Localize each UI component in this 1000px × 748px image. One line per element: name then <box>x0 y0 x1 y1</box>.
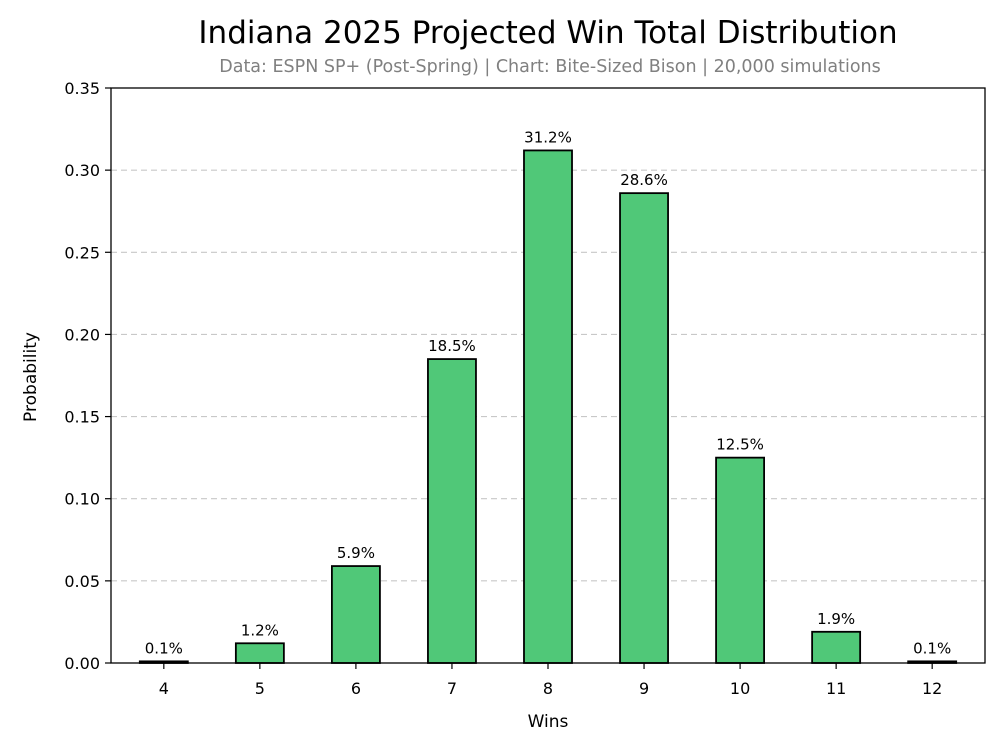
y-axis-label: Probability <box>21 332 41 422</box>
bar-5-wins <box>234 642 285 664</box>
y-tick-label: 0.00 <box>64 654 100 673</box>
bar-6-wins <box>331 565 381 664</box>
x-tick-label: 7 <box>447 679 457 698</box>
bar-value-label: 0.1% <box>145 639 183 657</box>
x-tick-label: 6 <box>351 679 361 698</box>
bar-value-label: 18.5% <box>428 337 476 355</box>
y-tick-label: 0.15 <box>64 408 100 427</box>
x-tick-label: 4 <box>159 679 169 698</box>
y-tick-label: 0.20 <box>64 325 100 344</box>
bar-value-label: 12.5% <box>716 436 764 454</box>
bar-value-label: 1.2% <box>241 621 279 639</box>
bar-value-label: 1.9% <box>817 610 855 628</box>
bar-value-label: 0.1% <box>913 639 951 657</box>
x-tick-label: 10 <box>730 679 750 698</box>
chart-subtitle: Data: ESPN SP+ (Post-Spring) | Chart: Bi… <box>219 57 880 77</box>
x-tick-label: 12 <box>922 679 942 698</box>
bars <box>138 149 958 664</box>
bar-10-wins <box>715 456 765 664</box>
x-tick-label: 5 <box>255 679 265 698</box>
x-tick-label: 11 <box>826 679 846 698</box>
y-tick-label: 0.05 <box>64 572 100 591</box>
bar-value-label: 28.6% <box>620 171 668 189</box>
bar-value-label: 31.2% <box>524 128 572 146</box>
chart-title: Indiana 2025 Projected Win Total Distrib… <box>198 15 897 51</box>
y-tick-label: 0.35 <box>64 79 100 98</box>
x-axis-label: Wins <box>528 712 569 732</box>
bar-11-wins <box>811 630 862 664</box>
bar-8-wins <box>523 149 573 664</box>
data-labels: 0.1% 1.2% 5.9% 18.5% 31.2% 28.6% 12.5% 1.9% 0.1% <box>145 128 951 657</box>
y-tick-label: 0.10 <box>64 490 100 509</box>
y-axis-ticks: 0.00 0.05 0.10 0.15 0.20 0.25 0.30 0.35 <box>64 79 111 673</box>
y-tick-label: 0.25 <box>64 243 100 262</box>
bar-9-wins <box>619 192 669 664</box>
gridlines <box>111 169 985 582</box>
x-axis-ticks: 4 5 6 7 8 9 10 11 12 <box>159 663 942 698</box>
bar-7-wins <box>427 358 477 664</box>
y-tick-label: 0.30 <box>64 161 100 180</box>
x-tick-label: 8 <box>543 679 553 698</box>
x-tick-label: 9 <box>639 679 649 698</box>
bar-value-label: 5.9% <box>337 544 375 562</box>
